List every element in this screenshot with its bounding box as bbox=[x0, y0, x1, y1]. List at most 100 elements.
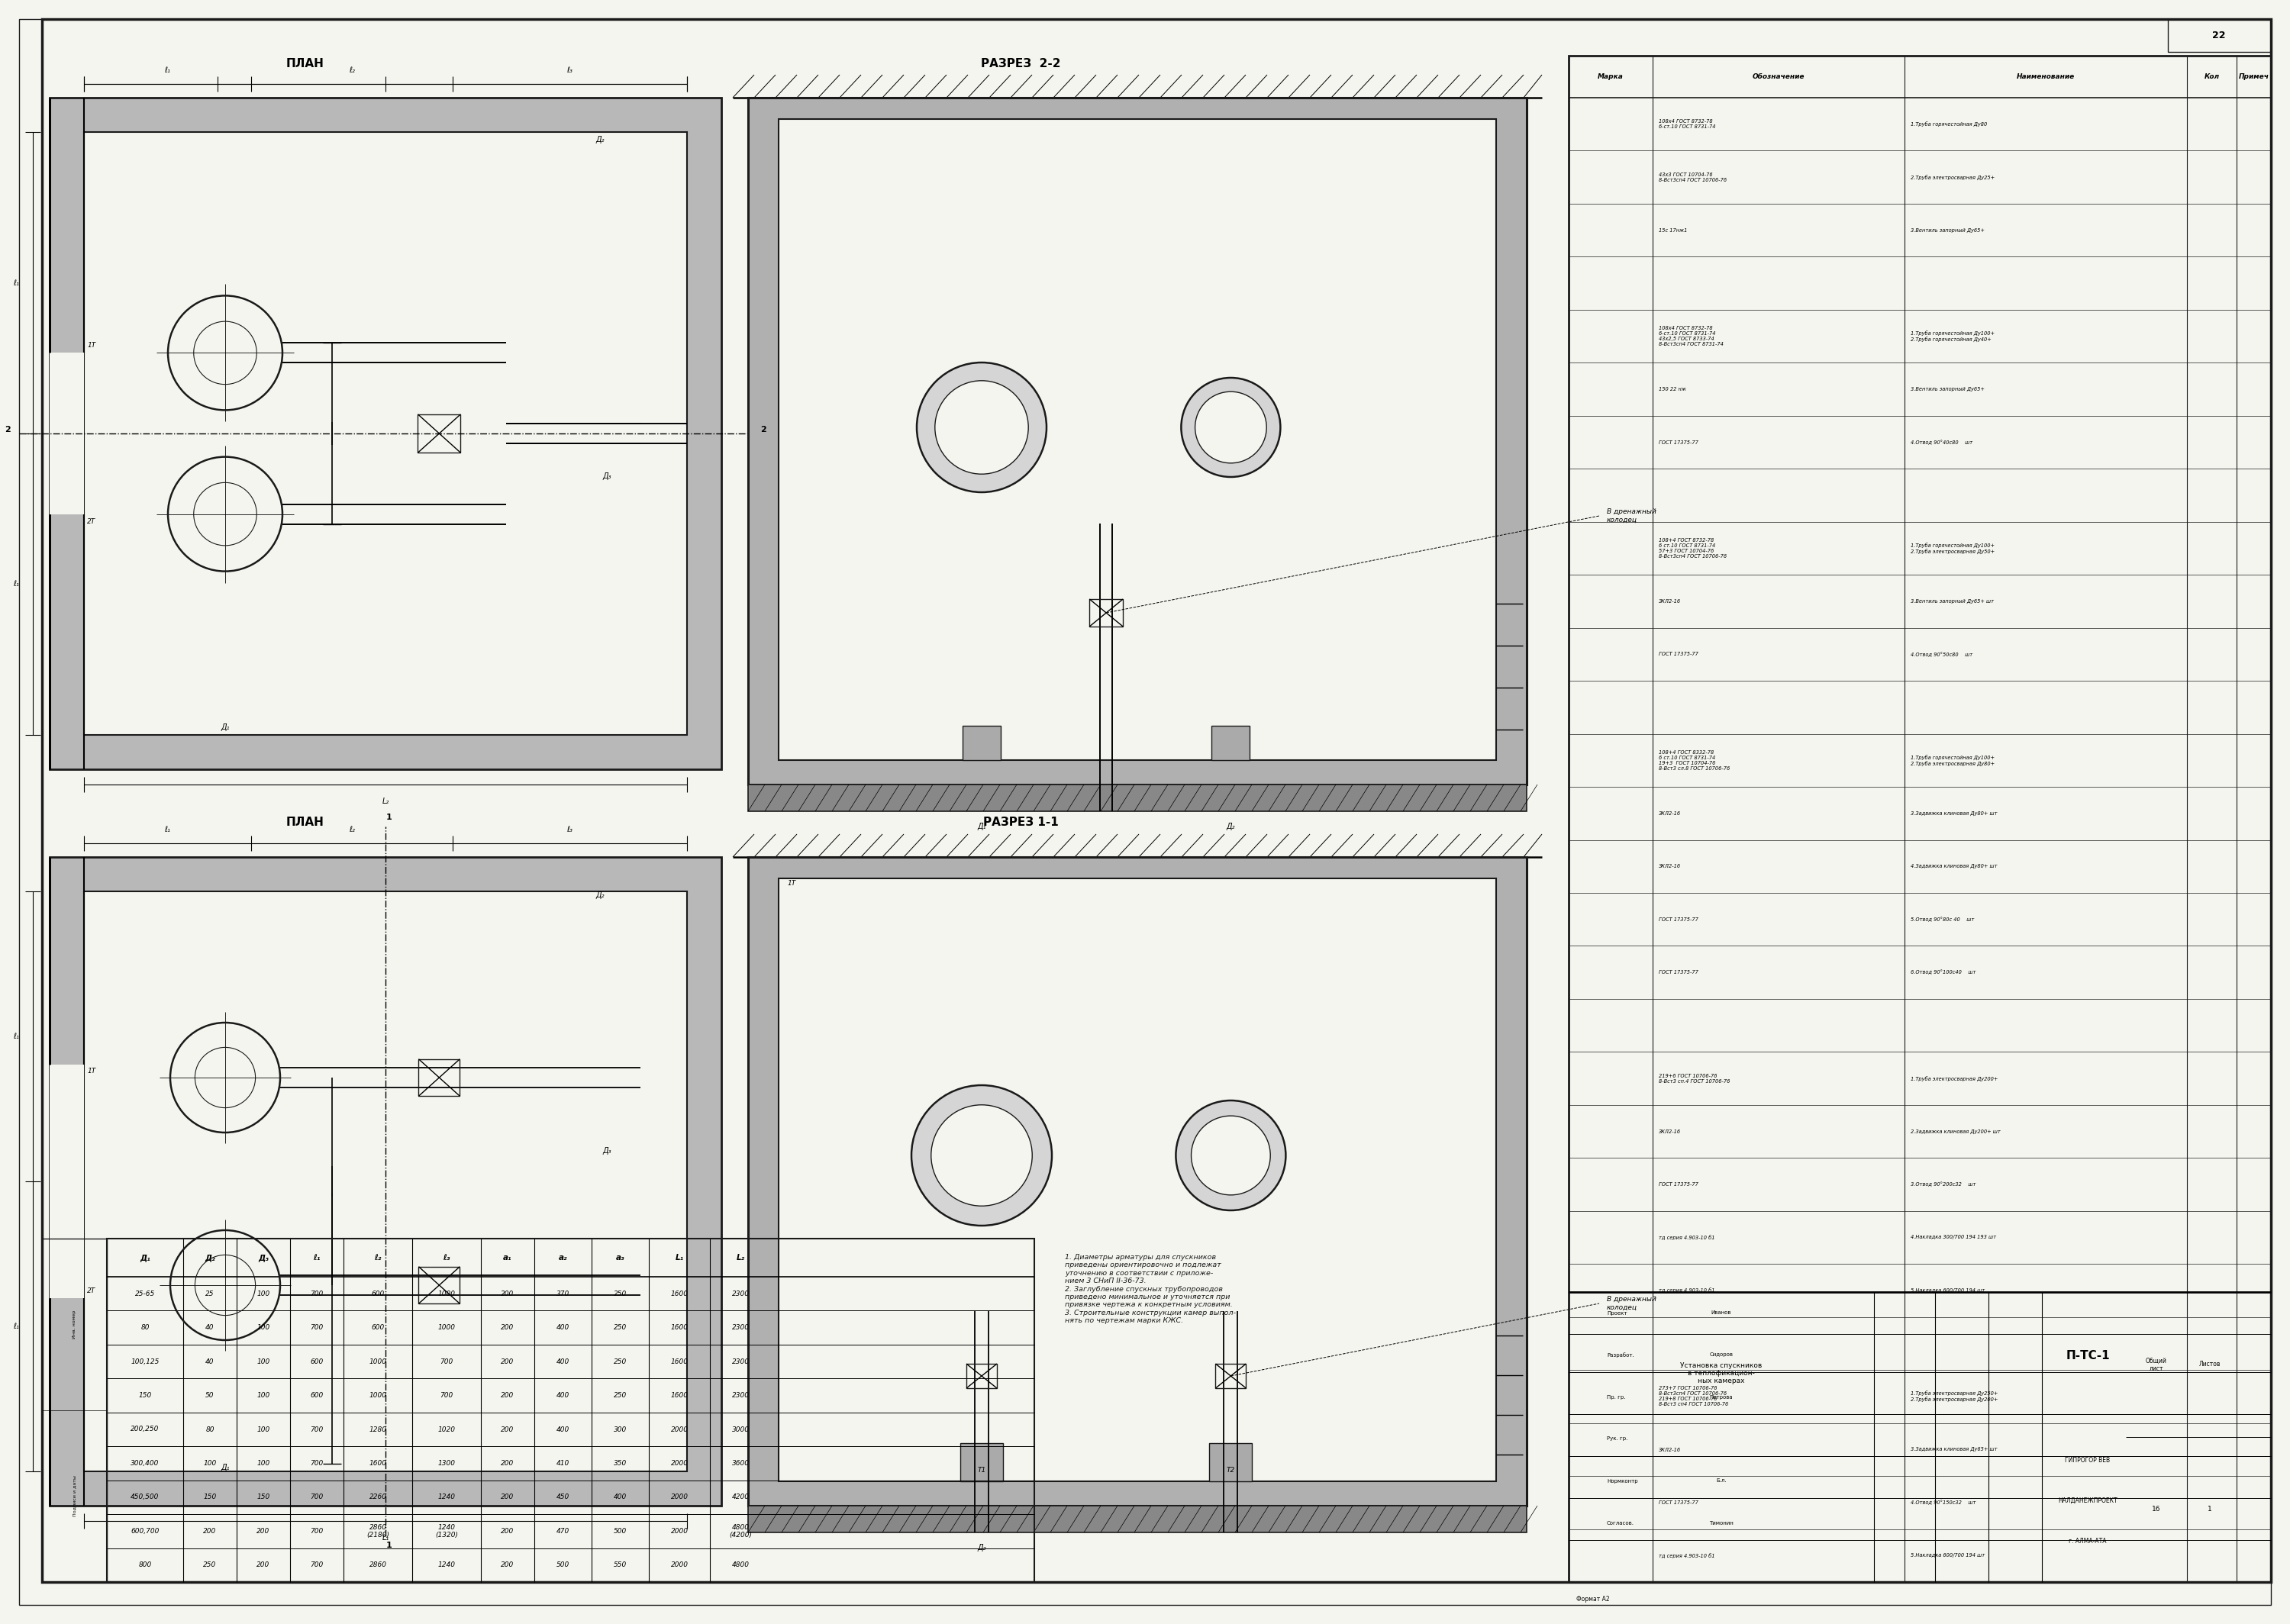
Text: 200: 200 bbox=[502, 1392, 515, 1398]
Text: 100: 100 bbox=[256, 1324, 270, 1332]
Circle shape bbox=[1195, 391, 1266, 463]
Text: 1.Труба горячестойная Ду80: 1.Труба горячестойная Ду80 bbox=[1910, 122, 1988, 127]
Text: ℓ₃: ℓ₃ bbox=[442, 1254, 451, 1262]
Bar bbox=[50, 352, 85, 515]
Text: 2300: 2300 bbox=[733, 1392, 749, 1398]
Text: 1600: 1600 bbox=[671, 1358, 687, 1366]
Text: 1. Диаметры арматуры для спускников
приведены ориентировочно и подлежат
уточнени: 1. Диаметры арматуры для спускников прив… bbox=[1065, 1254, 1237, 1324]
Text: 3.Вентиль запорный Ду65+: 3.Вентиль запорный Ду65+ bbox=[1910, 227, 1985, 232]
Text: ℓ₁: ℓ₁ bbox=[314, 1254, 321, 1262]
Text: 200: 200 bbox=[256, 1562, 270, 1569]
Text: 15с 17нж1: 15с 17нж1 bbox=[1658, 227, 1688, 232]
Text: 3000: 3000 bbox=[733, 1426, 749, 1432]
Text: ℓ₁: ℓ₁ bbox=[14, 580, 18, 588]
Text: 2000: 2000 bbox=[671, 1460, 687, 1466]
Bar bbox=[1209, 1444, 1253, 1481]
Text: Д₂: Д₂ bbox=[978, 1544, 987, 1551]
Text: 550: 550 bbox=[614, 1562, 627, 1569]
Text: 4.Отвод 90°50с80    шт: 4.Отвод 90°50с80 шт bbox=[1910, 651, 1972, 656]
Bar bbox=[779, 119, 1495, 760]
Text: 1.Труба горячестойная Ду100+
2.Труба горячестойная Ду40+: 1.Труба горячестойная Ду100+ 2.Труба гор… bbox=[1910, 330, 1995, 343]
Text: 350: 350 bbox=[614, 1460, 627, 1466]
Circle shape bbox=[1182, 378, 1280, 477]
Text: 40: 40 bbox=[206, 1324, 215, 1332]
Bar bbox=[962, 726, 1001, 760]
Text: Б.л.: Б.л. bbox=[1715, 1478, 1727, 1483]
Text: 108+4 ГОСТ 8732-78
6 ст.10 ГОСТ 8731-74
57+3 ГОСТ 10704-76
8-Вст3сп4 ГОСТ 10706-: 108+4 ГОСТ 8732-78 6 ст.10 ГОСТ 8731-74 … bbox=[1658, 538, 1727, 559]
Text: Тимонин: Тимонин bbox=[1708, 1520, 1734, 1525]
Text: 700: 700 bbox=[309, 1494, 323, 1501]
Text: 410: 410 bbox=[556, 1460, 570, 1466]
Text: 80: 80 bbox=[206, 1426, 215, 1432]
Text: ГОСТ 17375-77: ГОСТ 17375-77 bbox=[1658, 918, 1699, 922]
Text: 1.Труба электросварная Ду200+: 1.Труба электросварная Ду200+ bbox=[1910, 1075, 1997, 1082]
Text: 1Т: 1Т bbox=[87, 341, 96, 349]
Bar bbox=[50, 97, 721, 770]
Circle shape bbox=[1175, 1101, 1285, 1210]
Text: Сидоров: Сидоров bbox=[1708, 1353, 1734, 1358]
Text: Общий
лист: Общий лист bbox=[2146, 1358, 2166, 1372]
Bar bbox=[749, 784, 1527, 812]
Text: 2Т: 2Т bbox=[87, 1288, 96, 1294]
Text: 700: 700 bbox=[440, 1358, 453, 1366]
Text: 700: 700 bbox=[440, 1392, 453, 1398]
Text: Листов: Листов bbox=[2198, 1361, 2221, 1367]
Text: 600: 600 bbox=[309, 1392, 323, 1398]
Text: ЗКЛ2-16: ЗКЛ2-16 bbox=[1658, 1447, 1681, 1452]
Text: 1: 1 bbox=[2208, 1505, 2212, 1514]
Bar bbox=[41, 1239, 108, 1582]
Text: Разработ.: Разработ. bbox=[1608, 1353, 1635, 1358]
Circle shape bbox=[911, 1085, 1051, 1226]
Text: г. АЛМА-АТА: г. АЛМА-АТА bbox=[2068, 1538, 2107, 1544]
Text: ℓ₂: ℓ₂ bbox=[373, 1254, 382, 1262]
Text: a₂: a₂ bbox=[559, 1254, 568, 1262]
Circle shape bbox=[916, 362, 1047, 492]
Text: ℓ₁: ℓ₁ bbox=[14, 1322, 18, 1330]
Text: 1: 1 bbox=[387, 814, 392, 822]
Text: 200: 200 bbox=[502, 1358, 515, 1366]
Text: 5.Отвод 90°80с 40    шт: 5.Отвод 90°80с 40 шт bbox=[1910, 918, 1974, 922]
Text: 200: 200 bbox=[502, 1528, 515, 1535]
Text: 800: 800 bbox=[137, 1562, 151, 1569]
Text: 108х4 ГОСТ 8732-78
6-ст.10 ГОСТ 8731-74
43х2,5 ГОСТ 8733-74
8-Вст3сп4 ГОСТ 8731-: 108х4 ГОСТ 8732-78 6-ст.10 ГОСТ 8731-74 … bbox=[1658, 326, 1724, 346]
Text: 2.Труба электросварная Ду25+: 2.Труба электросварная Ду25+ bbox=[1910, 174, 1995, 180]
Text: Согласов.: Согласов. bbox=[1608, 1520, 1635, 1525]
Text: 700: 700 bbox=[309, 1426, 323, 1432]
Text: Инв. номер: Инв. номер bbox=[73, 1311, 76, 1338]
Text: 100: 100 bbox=[256, 1291, 270, 1298]
Text: 500: 500 bbox=[614, 1528, 627, 1535]
Text: L₂: L₂ bbox=[382, 797, 389, 806]
Bar bbox=[2169, 19, 2272, 52]
Circle shape bbox=[932, 1104, 1033, 1207]
Text: Д₃: Д₃ bbox=[259, 1254, 268, 1262]
Text: Наименование: Наименование bbox=[2017, 73, 2075, 80]
Text: 400: 400 bbox=[556, 1426, 570, 1432]
Text: В дренажный
колодец: В дренажный колодец bbox=[1608, 508, 1656, 523]
Text: 1000: 1000 bbox=[369, 1392, 387, 1398]
Text: 16: 16 bbox=[2153, 1505, 2162, 1514]
Text: 150: 150 bbox=[137, 1392, 151, 1398]
Text: 2860
(2180): 2860 (2180) bbox=[366, 1523, 389, 1538]
Text: 250: 250 bbox=[614, 1392, 627, 1398]
Text: 3.Задвижка клиновая Ду65+ шт: 3.Задвижка клиновая Ду65+ шт bbox=[1910, 1447, 1997, 1452]
Text: Нормконтр: Нормконтр bbox=[1608, 1478, 1637, 1483]
Text: ℓ₁: ℓ₁ bbox=[165, 67, 169, 75]
Text: Д₂: Д₂ bbox=[595, 892, 605, 900]
Text: 2000: 2000 bbox=[671, 1562, 687, 1569]
Text: 700: 700 bbox=[309, 1291, 323, 1298]
Text: 40: 40 bbox=[206, 1358, 215, 1366]
Text: 600,700: 600,700 bbox=[131, 1528, 160, 1535]
Text: Д₁: Д₁ bbox=[140, 1254, 151, 1262]
Text: 1000: 1000 bbox=[437, 1324, 456, 1332]
Text: 100: 100 bbox=[256, 1460, 270, 1466]
Bar bbox=[50, 857, 721, 1505]
Text: a₁: a₁ bbox=[504, 1254, 513, 1262]
Text: ГИПРОГОР ВЕВ: ГИПРОГОР ВЕВ bbox=[2066, 1457, 2111, 1463]
Text: 50: 50 bbox=[206, 1392, 215, 1398]
Text: 700: 700 bbox=[309, 1528, 323, 1535]
Text: 700: 700 bbox=[309, 1460, 323, 1466]
Circle shape bbox=[1191, 1116, 1271, 1195]
Text: 1Т: 1Т bbox=[87, 1069, 96, 1075]
Text: 3.Вентиль запорный Ду65+: 3.Вентиль запорный Ду65+ bbox=[1910, 387, 1985, 391]
Text: 1000: 1000 bbox=[437, 1291, 456, 1298]
